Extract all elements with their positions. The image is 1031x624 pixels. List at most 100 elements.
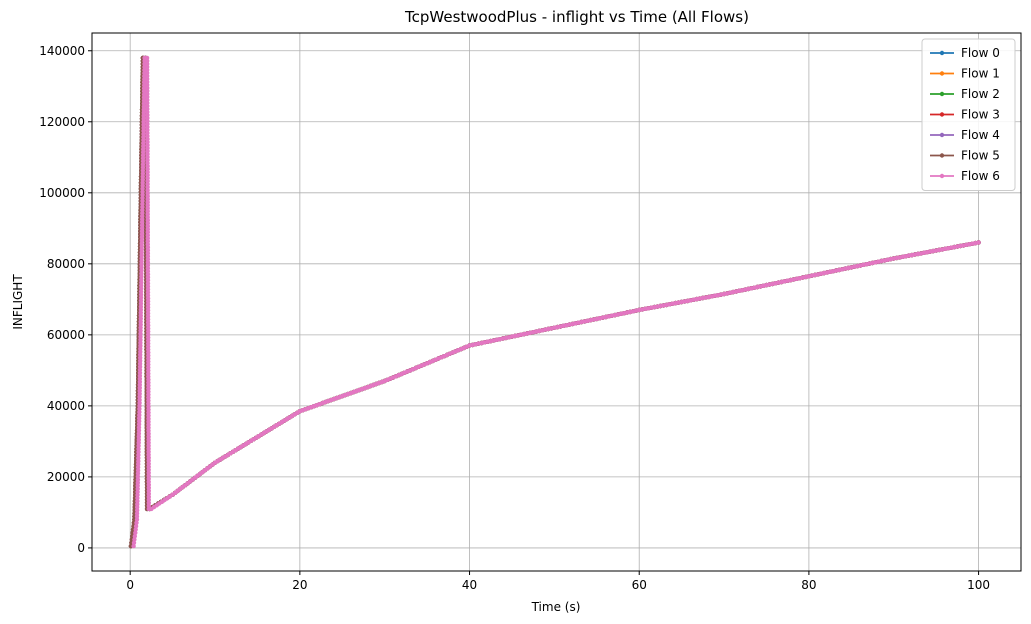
- data-point: [136, 437, 141, 442]
- series-flow-3: [128, 55, 981, 549]
- series-flow-4: [128, 55, 981, 549]
- grid-lines: [92, 33, 1021, 571]
- x-tick-label: 0: [126, 578, 134, 592]
- data-point: [146, 458, 151, 463]
- legend-label: Flow 5: [961, 149, 1000, 163]
- y-tick-label: 140000: [39, 44, 85, 58]
- x-tick-label: 80: [801, 578, 816, 592]
- data-point: [136, 443, 141, 448]
- data-point: [132, 534, 137, 539]
- data-point: [131, 543, 136, 549]
- legend-marker: [939, 91, 945, 97]
- x-axis-label: Time (s): [531, 600, 581, 614]
- series-line: [129, 56, 979, 547]
- series-line: [129, 56, 979, 547]
- data-point: [136, 434, 141, 439]
- data-point: [139, 238, 145, 243]
- series-flow-0: [128, 55, 981, 549]
- legend: Flow 0 Flow 1 Flow 2 Flow 3 Flow 4 Flow 5 Flow…: [921, 38, 1016, 191]
- y-tick-label: 40000: [47, 399, 85, 413]
- data-point: [141, 131, 146, 137]
- series-flow-6: [131, 55, 981, 549]
- plot-frame: [91, 32, 1022, 572]
- legend-item: Flow 3: [930, 108, 1000, 122]
- data-point: [135, 498, 140, 504]
- data-point: [135, 465, 141, 470]
- data-point: [133, 530, 138, 535]
- data-point: [138, 334, 143, 339]
- legend-box: [921, 38, 1016, 191]
- data-point: [139, 271, 144, 276]
- data-point: [139, 223, 145, 228]
- data-point: [141, 113, 146, 118]
- data-point: [135, 477, 141, 482]
- data-point: [136, 452, 141, 458]
- x-tick-label: 60: [632, 578, 647, 592]
- data-point: [134, 511, 140, 516]
- data-point: [134, 520, 139, 525]
- x-tick-label: 20: [292, 578, 307, 592]
- data-point: [141, 125, 146, 131]
- y-tick-label: 100000: [39, 186, 85, 200]
- legend-label: Flow 2: [961, 87, 1000, 101]
- data-point: [136, 446, 141, 452]
- legend-marker: [939, 153, 945, 158]
- legend-item: Flow 1: [930, 67, 1000, 81]
- data-point: [137, 412, 142, 418]
- data-point: [976, 240, 981, 245]
- data-point: [140, 201, 145, 207]
- data-point: [140, 168, 146, 173]
- data-point: [141, 98, 147, 103]
- data-point: [135, 502, 140, 507]
- y-tick-label: 120000: [39, 115, 85, 129]
- series-line: [129, 56, 979, 547]
- legend-item: Flow 0: [930, 46, 1000, 60]
- data-point: [140, 195, 145, 201]
- data-point: [140, 153, 146, 158]
- legend-item: Flow 6: [930, 169, 1000, 183]
- data-point: [141, 147, 146, 152]
- y-tick-label: 20000: [47, 470, 85, 484]
- y-tick-label: 0: [77, 541, 85, 555]
- legend-marker: [939, 132, 945, 138]
- data-point: [133, 527, 138, 532]
- data-point: [146, 413, 151, 418]
- data-point: [140, 189, 145, 194]
- data-point: [136, 425, 142, 430]
- legend-marker: [939, 112, 945, 117]
- data-point: [146, 368, 151, 373]
- legend-item: Flow 4: [930, 128, 1000, 142]
- legend-marker: [939, 173, 945, 179]
- data-point: [145, 230, 150, 235]
- legend-label: Flow 1: [961, 67, 1000, 81]
- chart-title: TcpWestwoodPlus - inflight vs Time (All …: [404, 8, 749, 26]
- data-point: [134, 517, 140, 522]
- data-point: [138, 304, 144, 309]
- legend-marker: [939, 71, 945, 76]
- legend-label: Flow 6: [961, 169, 1000, 183]
- legend-label: Flow 0: [961, 46, 1000, 60]
- series-flow-5: [128, 55, 981, 549]
- legend-marker: [939, 50, 945, 56]
- data-point: [135, 495, 140, 501]
- axis-ticks: 0 20 40 60 80 100 0 20000 40000 60000 80000 100000 1…: [39, 44, 990, 592]
- data-point: [137, 397, 142, 403]
- data-point: [140, 217, 145, 222]
- data-point: [136, 422, 142, 427]
- x-tick-label: 100: [967, 578, 990, 592]
- data-point: [145, 94, 150, 100]
- data-point: [136, 455, 141, 461]
- data-point: [137, 409, 142, 415]
- y-tick-label: 60000: [47, 328, 85, 342]
- data-point: [137, 367, 143, 372]
- series-layer: [128, 55, 981, 549]
- data-point: [136, 459, 141, 464]
- data-point: [135, 508, 140, 513]
- series-line: [129, 56, 979, 547]
- legend-item: Flow 5: [930, 149, 1000, 163]
- data-point: [135, 480, 140, 485]
- data-point: [131, 540, 137, 545]
- data-point: [145, 184, 150, 190]
- series-flow-2: [128, 55, 981, 549]
